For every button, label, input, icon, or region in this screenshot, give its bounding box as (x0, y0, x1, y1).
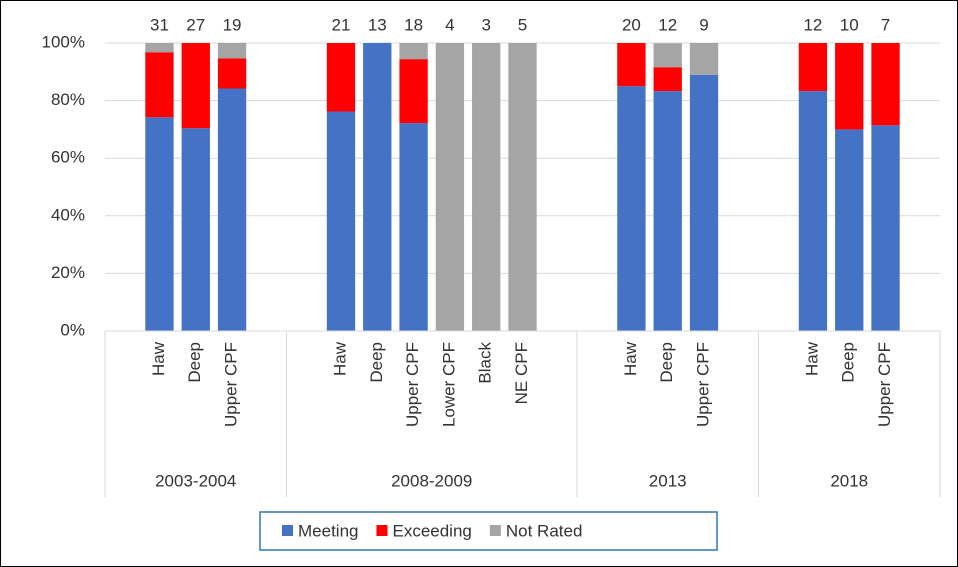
y-tick-label: 20% (51, 263, 85, 282)
bar-segment (835, 43, 864, 130)
y-tick-label: 100% (42, 32, 85, 51)
y-tick-label: 60% (51, 148, 85, 167)
bar-segment (653, 67, 682, 92)
x-tick-label: Haw (149, 341, 168, 376)
total-label: 13 (368, 15, 387, 34)
bar-segment (871, 43, 900, 126)
group-label: 2018 (830, 471, 868, 490)
bar-segment (399, 43, 428, 60)
bar-segment (217, 43, 247, 59)
y-tick-label: 0% (60, 320, 85, 339)
total-label: 12 (658, 15, 677, 34)
bar-segment (653, 43, 682, 68)
x-tick-label: Deep (657, 342, 676, 383)
bar-segment (217, 88, 247, 331)
bar-segment (399, 59, 428, 124)
bar-segment (399, 123, 428, 332)
total-label: 18 (404, 15, 423, 34)
bar-segment (363, 43, 392, 331)
legend: Meeting Exceeding Not Rated (259, 511, 718, 551)
x-tick-label: Deep (185, 342, 204, 383)
x-tick-label: Deep (839, 342, 858, 383)
x-tick-label: Upper CPF (694, 342, 713, 427)
total-label: 10 (840, 15, 859, 34)
group-label: 2008-2009 (391, 471, 472, 490)
bar-segment (145, 43, 174, 53)
y-tick-label: 80% (51, 90, 85, 109)
x-tick-label: Haw (802, 341, 821, 376)
bar-segment (689, 74, 719, 331)
total-label: 7 (881, 15, 890, 34)
x-tick-label: Upper CPF (875, 342, 894, 427)
bar-segment (798, 43, 828, 92)
bar-segment (508, 43, 537, 331)
total-label: 19 (223, 15, 242, 34)
legend-label: Meeting (298, 521, 358, 540)
bar-segment (617, 43, 646, 87)
total-label: 9 (699, 15, 708, 34)
legend-swatch (282, 525, 293, 536)
x-tick-label: Haw (330, 341, 349, 376)
total-label: 5 (518, 15, 527, 34)
bar-segment (181, 128, 210, 331)
bar-segment (435, 43, 465, 331)
bar-segment (145, 52, 174, 118)
legend-box (259, 511, 718, 551)
bar-segment (472, 43, 501, 331)
total-label: 20 (622, 15, 641, 34)
x-tick-label: Haw (621, 341, 640, 376)
y-tick-label: 40% (51, 205, 85, 224)
group-label: 2003-2004 (155, 471, 236, 490)
bar-segment (798, 91, 828, 331)
legend-label: Not Rated (506, 521, 583, 540)
total-label: 27 (186, 15, 205, 34)
bar-segment (689, 43, 719, 75)
x-tick-label: Upper CPF (403, 342, 422, 427)
bar-segment (835, 129, 864, 331)
x-tick-label: Deep (367, 342, 386, 383)
bar-segment (145, 117, 174, 331)
total-label: 31 (150, 15, 169, 34)
bar-segment (617, 86, 646, 331)
bar-segment (326, 43, 356, 112)
x-tick-label: Black (476, 342, 495, 384)
legend-swatch (376, 525, 388, 536)
bar-segment (326, 111, 356, 331)
total-label: 21 (332, 15, 351, 34)
x-tick-label: NE CPF (512, 342, 531, 404)
bar-segment (653, 91, 682, 331)
total-label: 3 (481, 15, 490, 34)
group-label: 2013 (649, 471, 687, 490)
x-tick-label: Upper CPF (222, 342, 241, 427)
bar-segment (181, 43, 210, 129)
bar-segment (217, 58, 247, 89)
x-tick-label: Lower CPF (439, 342, 458, 427)
legend-swatch (489, 525, 501, 536)
bar-segment (871, 125, 900, 331)
total-label: 4 (445, 15, 454, 34)
legend-label: Exceeding (392, 521, 471, 540)
total-label: 12 (803, 15, 822, 34)
